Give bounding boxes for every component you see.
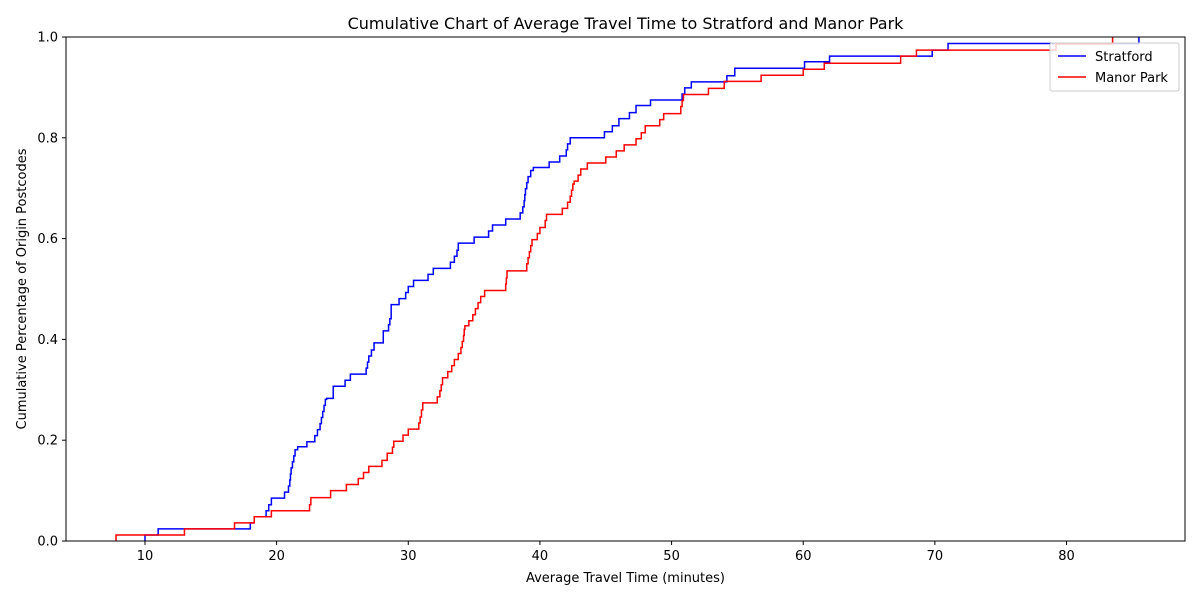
x-tick-label: 20: [268, 549, 285, 564]
series-layer: [115, 37, 1140, 541]
x-tick-label: 30: [400, 549, 417, 564]
legend-box: [1049, 42, 1180, 92]
series-line-stratford: [144, 37, 1140, 541]
x-tick-label: 50: [663, 549, 680, 564]
x-tick-label: 10: [137, 549, 154, 564]
x-tick-label: 80: [1058, 549, 1075, 564]
plot-border: [65, 36, 1186, 542]
y-tick-label: 0.2: [37, 434, 58, 449]
x-tick-label: 40: [532, 549, 549, 564]
y-tick-label: 0.4: [37, 333, 58, 348]
ticks-layer: 10 20 30 40 50 60 70 80 0.0 0.2 0.4 0.6 0.8 1.0: [37, 31, 1074, 565]
y-tick-label: 0.6: [37, 232, 58, 247]
legend-label: Manor Park: [1095, 71, 1168, 86]
series-line-manor-park: [115, 37, 1114, 541]
legend: Stratford Manor Park: [1049, 42, 1180, 92]
chart-title: Cumulative Chart of Average Travel Time …: [348, 14, 905, 33]
y-tick-label: 0.8: [37, 131, 58, 146]
plot-area: [66, 37, 1185, 541]
y-tick-label: 0.0: [37, 535, 58, 550]
x-tick-label: 60: [795, 549, 812, 564]
y-axis-label: Cumulative Percentage of Origin Postcode…: [15, 148, 30, 429]
legend-label: Stratford: [1095, 50, 1153, 65]
y-tick-label: 1.0: [37, 31, 58, 46]
x-tick-label: 70: [927, 549, 944, 564]
x-axis-label: Average Travel Time (minutes): [526, 571, 725, 586]
